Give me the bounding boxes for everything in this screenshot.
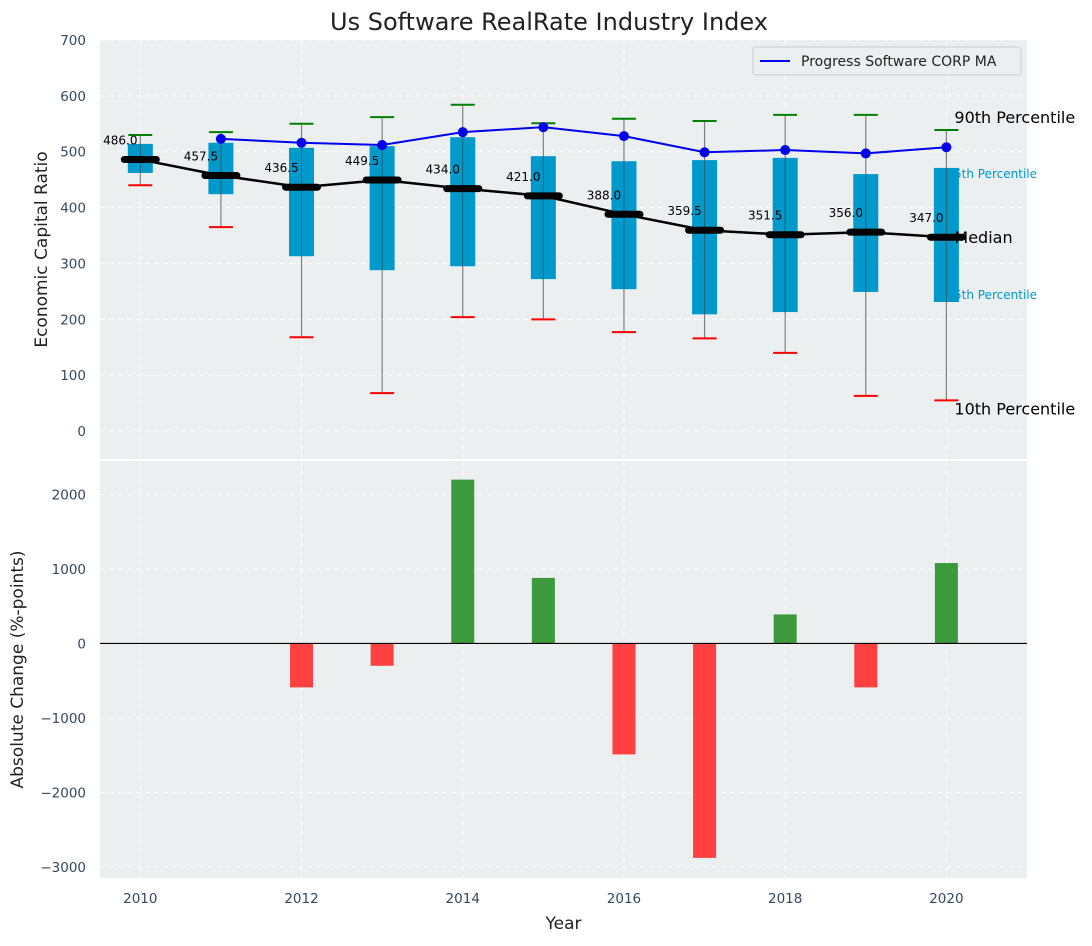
bottom-ytick-label: 2000 [52,488,86,504]
annotation-25th: 25th Percentile [946,288,1037,302]
median-data-label: 486.0 [103,134,137,148]
bottom-ytick-label: −2000 [40,785,86,801]
annotation-10th: 10th Percentile [954,399,1075,418]
ma-series-point [377,140,388,151]
chart-title: Us Software RealRate Industry Index [330,8,768,36]
median-data-label: 436.5 [264,161,298,175]
ma-series-point [618,131,629,142]
median-data-label: 347.0 [909,211,943,225]
top-ytick-label: 200 [60,312,86,328]
ma-series-point [699,147,710,158]
ma-series-point [941,142,952,153]
ma-series-point [780,145,791,156]
change-bar [612,643,636,755]
median-data-label: 359.5 [667,204,701,218]
annotation-75th: 75th Percentile [946,167,1037,181]
bottom-ytick-label: 0 [77,636,86,652]
ma-series-point [215,133,226,144]
median-data-label: 421.0 [506,170,540,184]
ma-series-point [457,127,468,138]
change-bar [290,643,314,688]
bottom-ytick-label: −3000 [40,860,86,876]
bottom-ytick-label: −1000 [40,711,86,727]
median-data-label: 356.0 [829,206,863,220]
bottom-plot-area [100,461,1027,878]
ma-series-point [860,148,871,159]
annotation-90th: 90th Percentile [954,108,1075,127]
median-data-label: 449.5 [345,154,379,168]
bottom-y-axis-label: Absolute Change (%-points) [8,551,28,789]
median-data-label: 434.0 [426,163,460,177]
change-bar [934,563,958,644]
x-axis-label: Year [545,914,582,934]
xtick-label: 2012 [284,891,318,907]
top-ytick-label: 300 [60,256,86,272]
legend: Progress Software CORP MA [752,46,1022,76]
change-bar [773,614,797,644]
change-bar [693,643,717,858]
xtick-label: 2010 [123,891,157,907]
ma-series-line [220,126,947,155]
top-ytick-label: 0 [77,424,86,440]
top-panel: 0 100 200 300 400 500 600 700 Economic Capital R… [32,33,1075,459]
top-ytick-label: 700 [60,33,86,49]
bottom-ytick-label: 1000 [52,562,86,578]
top-ytick-label: 500 [60,145,86,161]
top-ytick-label: 100 [60,368,86,384]
top-ytick-label: 400 [60,201,86,217]
xtick-label: 2018 [768,891,802,907]
ma-series-point [538,122,549,133]
top-y-axis-label: Economic Capital Ratio [32,151,52,347]
median-data-label: 388.0 [587,188,621,202]
ma-series-point [296,137,307,148]
change-bar [370,643,394,666]
top-ytick-label: 600 [60,89,86,105]
legend-label: Progress Software CORP MA [801,54,997,70]
xtick-label: 2016 [607,891,641,907]
xtick-label: 2020 [929,891,963,907]
change-bar [451,479,475,644]
bottom-panel: −3000 −2000 −1000 0 1000 2000 2010 2012 2014 2016… [8,461,1027,934]
median-data-label: 457.5 [184,149,218,163]
change-bar [531,577,555,644]
top-plot-area [100,40,1027,459]
legend-box [752,46,1022,76]
annotation-median: Median [954,228,1012,247]
xtick-label: 2014 [446,891,480,907]
median-data-label: 351.5 [748,209,782,223]
change-bar [854,643,878,688]
